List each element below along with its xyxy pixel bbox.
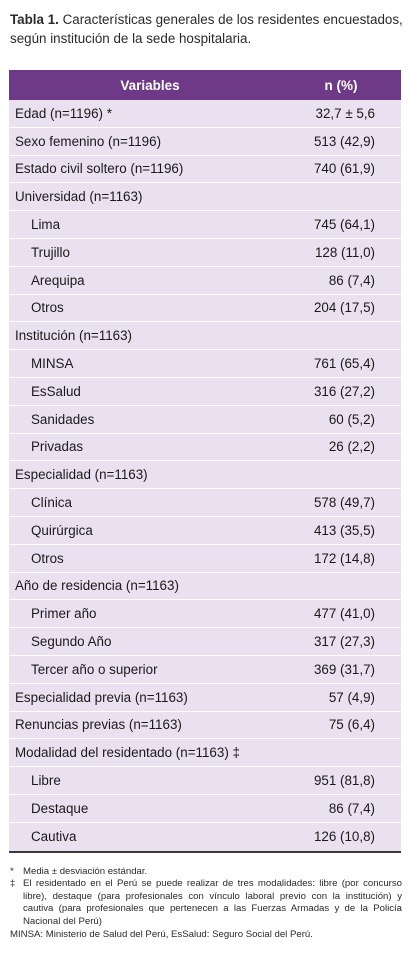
table-row: Sexo femenino (n=1196) 513 (42,9) — [9, 128, 401, 156]
table-row: Otros 204 (17,5) — [9, 295, 401, 323]
row-value: 761 (65,4) — [313, 356, 375, 372]
row-value: 316 (27,2) — [313, 383, 375, 399]
footnote-star-text: Media ± desviación estándar. — [23, 866, 148, 877]
table-row: Segundo Año 317 (27,3) — [9, 628, 401, 656]
row-label: Edad (n=1196) * — [15, 105, 112, 121]
row-label: Año de residencia (n=1163) — [15, 578, 179, 594]
row-label: Tercer año o superior — [31, 661, 158, 677]
table-row: Trujillo 128 (11,0) — [9, 239, 401, 267]
table-body: Edad (n=1196) * 32,7 ± 5,6 Sexo femenino (… — [9, 100, 401, 853]
table-row: Estado civil soltero (n=1196) 740 (61,9) — [9, 156, 401, 184]
row-value: 128 (11,0) — [314, 244, 375, 260]
row-value: 86 (7,4) — [328, 800, 375, 816]
table-row: Edad (n=1196) * 32,7 ± 5,6 — [9, 100, 401, 128]
row-label: EsSalud — [31, 383, 81, 399]
row-value: 32,7 ± 5,6 — [315, 105, 375, 121]
row-label: Estado civil soltero (n=1196) — [15, 161, 184, 177]
row-label: Sexo femenino (n=1196) — [15, 133, 162, 149]
table-row: Destaque 86 (7,4) — [9, 795, 401, 823]
header-n-percent: n (%) — [324, 77, 358, 93]
table-row: Cautiva 126 (10,8) — [9, 823, 401, 851]
row-value: 951 (81,8) — [313, 773, 375, 789]
row-label: Trujillo — [31, 244, 70, 260]
footnote-abbreviations: MINSA: Ministerio de Salud del Perú, EsS… — [10, 929, 313, 941]
row-label: Arequipa — [31, 272, 85, 288]
footnote-star-mark: * — [10, 866, 14, 877]
table-caption: Tabla 1. Características generales de lo… — [10, 10, 405, 48]
row-value: 745 (64,1) — [313, 217, 375, 233]
table-row: Libre 951 (81,8) — [9, 767, 401, 795]
table-header: Variables n (%) — [9, 70, 401, 100]
row-label: Clínica — [31, 495, 72, 511]
table-row: Primer año 477 (41,0) — [9, 600, 401, 629]
row-value: 75 (6,4) — [328, 717, 375, 733]
row-label: Otros — [31, 300, 64, 316]
table-row: Institución (n=1163) — [9, 322, 401, 351]
table-row: Otros 172 (14,8) — [9, 545, 401, 573]
row-label: Especialidad (n=1163) — [15, 467, 148, 483]
table-row: Año de residencia (n=1163) — [9, 573, 401, 601]
row-label: Libre — [31, 773, 61, 789]
row-label: Privadas — [31, 439, 84, 455]
table-row: Especialidad (n=1163) — [9, 461, 401, 490]
row-label: MINSA — [31, 356, 74, 372]
table-row: Clínica 578 (49,7) — [9, 489, 401, 517]
row-value: 60 (5,2) — [328, 411, 375, 427]
table-row: Renuncias previas (n=1163) 75 (6,4) — [9, 712, 401, 740]
footnotes: * Media ± desviación estándar. ‡ El resi… — [10, 866, 402, 941]
row-label: Modalidad del residentado (n=1163) ‡ — [15, 745, 240, 761]
row-value: 740 (61,9) — [313, 161, 375, 177]
table-row: EsSalud 316 (27,2) — [9, 378, 401, 406]
row-value: 57 (4,9) — [328, 689, 375, 705]
row-label: Especialidad previa (n=1163) — [15, 689, 188, 705]
table-row: Universidad (n=1163) — [9, 183, 401, 212]
caption-text: Características generales de los residen… — [10, 12, 403, 46]
caption-label: Tabla 1. — [10, 12, 59, 27]
table-row: Lima 745 (64,1) — [9, 211, 401, 239]
row-label: Institución (n=1163) — [15, 328, 132, 344]
row-label: Lima — [31, 217, 61, 233]
footnote-dagger-mark: ‡ — [10, 878, 16, 890]
table-row: Arequipa 86 (7,4) — [9, 267, 401, 295]
data-table: Variables n (%) Edad (n=1196) * 32,7 ± 5,… — [9, 70, 401, 853]
table-row: Privadas 26 (2,2) — [9, 434, 401, 462]
footnote-star: * Media ± desviación estándar. — [10, 866, 402, 878]
table-row: Tercer año o superior 369 (31,7) — [9, 656, 401, 684]
row-label: Otros — [31, 550, 64, 566]
footnote-dagger-text: El residentado en el Perú se puede reali… — [23, 878, 402, 927]
footnote-dagger: ‡ El residentado en el Perú se puede rea… — [10, 878, 402, 928]
row-value: 86 (7,4) — [328, 272, 375, 288]
row-value: 369 (31,7) — [313, 661, 375, 677]
row-value: 477 (41,0) — [313, 606, 375, 622]
table-row: Quirúrgica 413 (35,5) — [9, 517, 401, 545]
row-label: Destaque — [31, 800, 89, 816]
row-label: Quirúrgica — [31, 522, 93, 538]
table-row: Sanidades 60 (5,2) — [9, 406, 401, 434]
row-label: Universidad (n=1163) — [15, 189, 143, 205]
row-value: 172 (14,8) — [313, 550, 375, 566]
table-row: Modalidad del residentado (n=1163) ‡ — [9, 739, 401, 768]
table-row: MINSA 761 (65,4) — [9, 350, 401, 378]
row-label: Primer año — [31, 606, 97, 622]
row-label: Sanidades — [31, 411, 95, 427]
row-value: 204 (17,5) — [313, 300, 375, 316]
row-label: Segundo Año — [31, 634, 112, 650]
table-row: Especialidad previa (n=1163) 57 (4,9) — [9, 684, 401, 712]
row-value: 578 (49,7) — [313, 495, 375, 511]
row-value: 513 (42,9) — [313, 133, 375, 149]
row-label: Cautiva — [31, 829, 77, 845]
header-variables: Variables — [120, 77, 180, 93]
row-value: 26 (2,2) — [328, 439, 375, 455]
row-value: 317 (27,3) — [313, 634, 375, 650]
row-value: 126 (10,8) — [313, 829, 375, 845]
row-value: 413 (35,5) — [313, 522, 375, 538]
row-label: Renuncias previas (n=1163) — [15, 717, 182, 733]
